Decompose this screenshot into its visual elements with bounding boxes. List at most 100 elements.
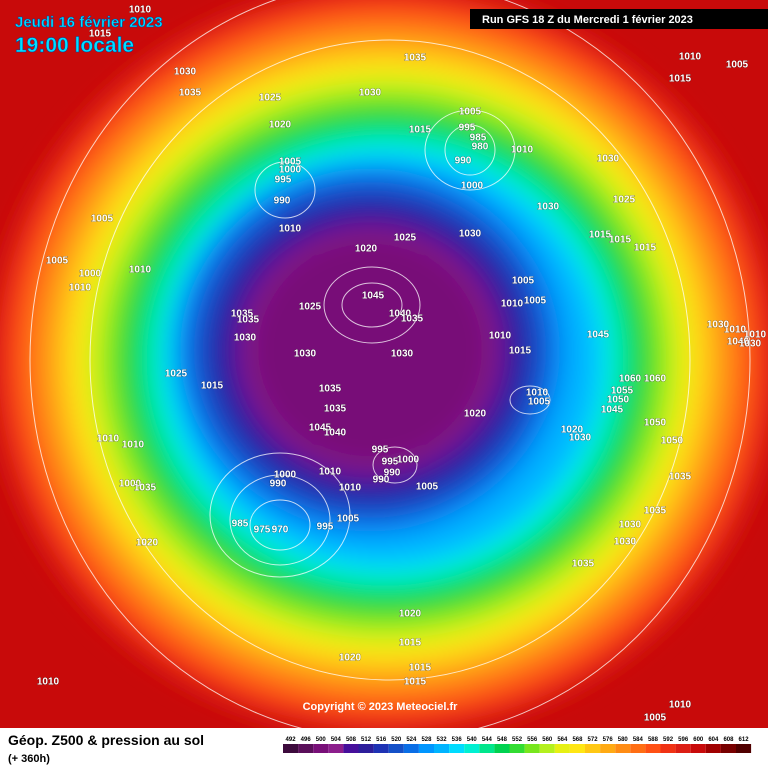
colorbar-swatch xyxy=(494,744,510,753)
run-info: Run GFS 18 Z du Mercredi 1 février 2023 xyxy=(482,14,693,26)
pressure-label: 995 xyxy=(372,445,389,456)
colorbar-swatch xyxy=(645,744,661,753)
field-bands xyxy=(0,0,768,728)
colorbar-label: 596 xyxy=(678,737,689,743)
pressure-label: 1050 xyxy=(607,395,630,406)
pressure-label: 1015 xyxy=(509,346,532,357)
pressure-label: 1000 xyxy=(397,455,420,466)
pressure-label: 1015 xyxy=(409,663,432,674)
colorbar-swatch xyxy=(343,744,359,753)
colorbar-swatch xyxy=(705,744,721,753)
pressure-label: 1005 xyxy=(459,107,482,118)
pressure-label: 1030 xyxy=(359,88,382,99)
pressure-label: 1040 xyxy=(727,337,750,348)
colorbar-swatch xyxy=(569,744,585,753)
pressure-label: 1045 xyxy=(309,423,332,434)
pressure-label: 1030 xyxy=(391,349,414,360)
colorbar-swatch xyxy=(418,744,434,753)
pressure-label: 1005 xyxy=(46,256,69,267)
pressure-label: 985 xyxy=(470,133,487,144)
pressure-label: 1020 xyxy=(561,425,584,436)
colorbar-label: 548 xyxy=(497,737,508,743)
colorbar-swatch xyxy=(615,744,631,753)
pressure-label: 1050 xyxy=(661,436,684,447)
pressure-label: 1005 xyxy=(279,157,302,168)
pressure-label: 1010 xyxy=(744,330,767,341)
colorbar-label: 576 xyxy=(603,737,614,743)
pressure-label: 1025 xyxy=(259,93,282,104)
colorbar-label: 584 xyxy=(633,737,644,743)
pressure-label: 1035 xyxy=(237,315,260,326)
pressure-label: 1010 xyxy=(501,299,524,310)
pressure-label: 1000 xyxy=(279,165,302,176)
pressure-label: 1010 xyxy=(511,145,534,156)
pressure-labels: 1010101510301035103510301025102010051015… xyxy=(36,4,767,724)
pressure-label: 1005 xyxy=(512,276,535,287)
colorbar-swatch xyxy=(720,744,736,753)
pressure-label: 1005 xyxy=(726,60,749,71)
colorbar-label: 508 xyxy=(346,737,357,743)
pressure-label: 1010 xyxy=(37,677,60,688)
pressure-label: 1025 xyxy=(165,369,188,380)
pressure-label: 1030 xyxy=(569,433,592,444)
pressure-label: 1015 xyxy=(409,125,432,136)
pressure-label: 1000 xyxy=(461,181,484,192)
colorbar-swatch xyxy=(736,744,752,753)
pressure-label: 1010 xyxy=(339,483,362,494)
pressure-label: 1025 xyxy=(299,302,322,313)
run-box xyxy=(470,9,768,29)
pressure-label: 1030 xyxy=(234,333,257,344)
colorbar-label: 572 xyxy=(588,737,599,743)
colorbar-swatch xyxy=(283,744,299,753)
pressure-label: 1060 xyxy=(644,374,667,385)
pressure-label: 1035 xyxy=(319,384,342,395)
pressure-label: 1035 xyxy=(404,53,427,64)
pressure-label: 1030 xyxy=(614,537,637,548)
pressure-label: 1005 xyxy=(416,482,439,493)
colorbar-label: 608 xyxy=(723,737,734,743)
pressure-label: 1020 xyxy=(136,538,159,549)
pressure-label: 1030 xyxy=(537,202,560,213)
colorbar-label: 524 xyxy=(406,737,417,743)
pressure-label: 1030 xyxy=(707,320,730,331)
pressure-label: 1010 xyxy=(97,434,120,445)
pressure-label: 995 xyxy=(275,175,292,186)
colorbar-swatch xyxy=(388,744,404,753)
pressure-label: 1045 xyxy=(587,330,610,341)
pressure-label: 1035 xyxy=(644,506,667,517)
colorbar-swatch xyxy=(358,744,374,753)
pressure-label: 995 xyxy=(459,123,476,134)
pressure-label: 1020 xyxy=(399,609,422,620)
pressure-label: 1035 xyxy=(572,559,595,570)
pressure-label: 1000 xyxy=(79,269,102,280)
pressure-label: 1015 xyxy=(404,677,427,688)
pressure-label: 1010 xyxy=(526,388,549,399)
pressure-label: 1035 xyxy=(179,88,202,99)
colorbar-swatch xyxy=(660,744,676,753)
colorbar-label: 600 xyxy=(693,737,704,743)
pressure-label: 1030 xyxy=(459,229,482,240)
pressure-label: 1040 xyxy=(389,309,412,320)
pressure-label: 990 xyxy=(274,196,291,207)
colorbar-swatch xyxy=(434,744,450,753)
pressure-label: 995 xyxy=(382,457,399,468)
pressure-label: 1015 xyxy=(589,230,612,241)
colorbar-swatch xyxy=(313,744,329,753)
pressure-label: 1035 xyxy=(324,404,347,415)
colorbar-swatch xyxy=(373,744,389,753)
colorbar-label: 520 xyxy=(391,737,402,743)
pressure-label: 1015 xyxy=(399,638,422,649)
colorbar-swatch xyxy=(509,744,525,753)
colorbar-swatch xyxy=(479,744,495,753)
pressure-label: 1035 xyxy=(669,472,692,483)
pressure-label: 1035 xyxy=(231,309,254,320)
pressure-label: 1020 xyxy=(355,244,378,255)
pressure-label: 1045 xyxy=(362,291,385,302)
pressure-label: 1030 xyxy=(597,154,620,165)
field-band xyxy=(252,238,488,462)
colorbar-swatch xyxy=(630,744,646,753)
pressure-label: 1005 xyxy=(91,214,114,225)
colorbar-label: 496 xyxy=(301,737,312,743)
pressure-label: 1010 xyxy=(319,467,342,478)
colorbar-swatch xyxy=(675,744,691,753)
